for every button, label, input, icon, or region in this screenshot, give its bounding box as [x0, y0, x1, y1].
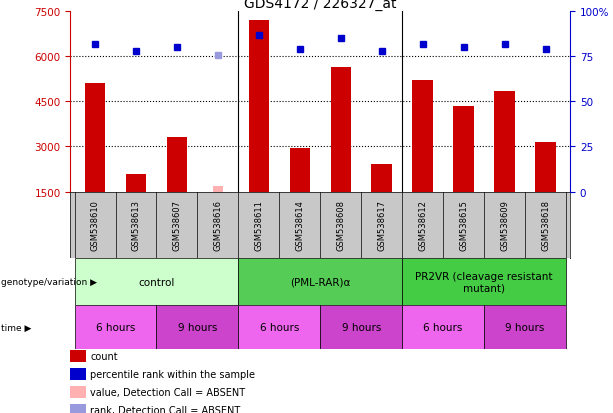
Bar — [70, 386, 86, 398]
Text: GSM538609: GSM538609 — [500, 200, 509, 250]
Text: GSM538616: GSM538616 — [213, 199, 223, 251]
Text: 6 hours: 6 hours — [96, 322, 135, 332]
Text: genotype/variation ▶: genotype/variation ▶ — [1, 278, 97, 286]
Bar — [126, 174, 147, 192]
Bar — [70, 350, 86, 362]
Bar — [249, 21, 269, 192]
Bar — [330, 68, 351, 192]
Text: percentile rank within the sample: percentile rank within the sample — [90, 369, 255, 379]
Bar — [70, 368, 86, 380]
Title: GDS4172 / 226327_at: GDS4172 / 226327_at — [244, 0, 397, 12]
Text: GSM538614: GSM538614 — [295, 200, 304, 250]
Bar — [535, 142, 556, 192]
Bar — [213, 186, 223, 192]
Text: value, Detection Call = ABSENT: value, Detection Call = ABSENT — [90, 387, 245, 397]
Bar — [402, 306, 484, 349]
Bar — [321, 306, 402, 349]
Text: GSM538607: GSM538607 — [172, 199, 181, 251]
Bar — [238, 258, 402, 306]
Text: (PML-RAR)α: (PML-RAR)α — [290, 277, 351, 287]
Bar — [413, 81, 433, 192]
Bar — [494, 92, 515, 192]
Text: 9 hours: 9 hours — [178, 322, 217, 332]
Text: time ▶: time ▶ — [1, 323, 32, 332]
Bar — [75, 258, 238, 306]
Bar — [70, 404, 86, 413]
Text: 9 hours: 9 hours — [341, 322, 381, 332]
Text: rank, Detection Call = ABSENT: rank, Detection Call = ABSENT — [90, 405, 240, 413]
Text: count: count — [90, 351, 118, 361]
Text: GSM538612: GSM538612 — [418, 200, 427, 250]
Text: control: control — [139, 277, 175, 287]
Text: PR2VR (cleavage resistant
mutant): PR2VR (cleavage resistant mutant) — [416, 271, 553, 293]
Bar — [454, 107, 474, 192]
Text: GSM538608: GSM538608 — [337, 199, 345, 251]
Text: 6 hours: 6 hours — [260, 322, 299, 332]
Bar — [238, 306, 321, 349]
Text: GSM538617: GSM538617 — [377, 199, 386, 251]
Bar — [156, 306, 238, 349]
Bar — [75, 306, 156, 349]
Text: 9 hours: 9 hours — [505, 322, 545, 332]
Bar — [167, 138, 187, 192]
Text: 6 hours: 6 hours — [424, 322, 463, 332]
Text: GSM538613: GSM538613 — [132, 199, 140, 251]
Bar — [484, 306, 566, 349]
Bar — [289, 149, 310, 192]
Text: GSM538611: GSM538611 — [254, 200, 264, 250]
Bar — [371, 165, 392, 192]
Bar — [402, 258, 566, 306]
Bar — [85, 84, 105, 192]
Text: GSM538610: GSM538610 — [91, 200, 99, 250]
Text: GSM538618: GSM538618 — [541, 199, 550, 251]
Text: GSM538615: GSM538615 — [459, 200, 468, 250]
